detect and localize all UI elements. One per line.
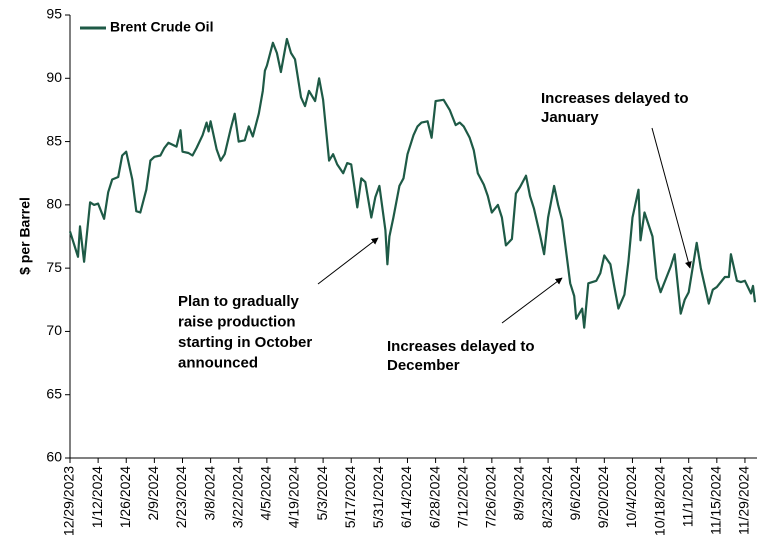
arrow <box>651 127 692 269</box>
x-tick-label: 10/18/2024 <box>651 466 667 536</box>
data-line <box>68 37 757 329</box>
x-tick-label: 5/3/2024 <box>314 466 330 521</box>
y-tick-label: 85 <box>46 132 62 148</box>
y-tick-label: 75 <box>46 259 62 275</box>
annotation: announced <box>178 354 258 371</box>
x-tick-label: 4/19/2024 <box>286 466 302 528</box>
x-tick-label: 8/9/2024 <box>511 466 527 521</box>
y-tick-label: 70 <box>46 322 62 338</box>
y-tick-label: 80 <box>46 196 62 212</box>
annotation: starting in October <box>178 334 312 351</box>
y-tick-label: 95 <box>46 6 62 22</box>
y-tick-label: 60 <box>46 449 62 465</box>
y-axis-title: $ per Barrel <box>17 197 33 275</box>
y-tick-label: 90 <box>46 69 62 85</box>
annotation: raise production <box>178 313 296 330</box>
x-tick-label: 9/20/2024 <box>595 466 611 528</box>
x-tick-label: 2/9/2024 <box>145 466 161 521</box>
annotation: Increases delayed to <box>387 338 535 355</box>
x-tick-label: 10/4/2024 <box>623 466 639 528</box>
x-tick-label: 7/26/2024 <box>483 466 499 528</box>
annotation: December <box>387 357 460 374</box>
arrow <box>501 277 563 324</box>
x-tick-label: 6/28/2024 <box>426 466 442 528</box>
x-tick-label: 7/12/2024 <box>454 466 470 528</box>
y-tick-label: 65 <box>46 385 62 401</box>
x-tick-label: 11/1/2024 <box>679 466 695 527</box>
x-tick-label: 5/31/2024 <box>370 466 386 528</box>
x-tick-label: 2/23/2024 <box>173 466 189 528</box>
x-tick-label: 12/29/2023 <box>61 466 77 536</box>
x-tick-label: 5/17/2024 <box>342 466 358 528</box>
x-tick-label: 3/8/2024 <box>201 466 217 521</box>
annotation: Increases delayed to <box>541 90 689 107</box>
x-tick-label: 11/29/2024 <box>736 466 752 535</box>
x-tick-label: 8/23/2024 <box>539 466 555 528</box>
annotation: January <box>541 109 599 126</box>
x-tick-label: 4/5/2024 <box>258 466 274 521</box>
arrow <box>317 237 379 285</box>
annotation: Plan to gradually <box>178 293 300 310</box>
x-tick-label: 1/26/2024 <box>117 466 133 528</box>
x-tick-label: 1/12/2024 <box>89 466 105 528</box>
x-tick-label: 6/14/2024 <box>398 466 414 528</box>
legend-label: Brent Crude Oil <box>110 19 213 35</box>
x-tick-label: 9/6/2024 <box>567 466 583 521</box>
x-tick-label: 3/22/2024 <box>229 466 245 528</box>
x-tick-label: 11/15/2024 <box>708 466 724 535</box>
